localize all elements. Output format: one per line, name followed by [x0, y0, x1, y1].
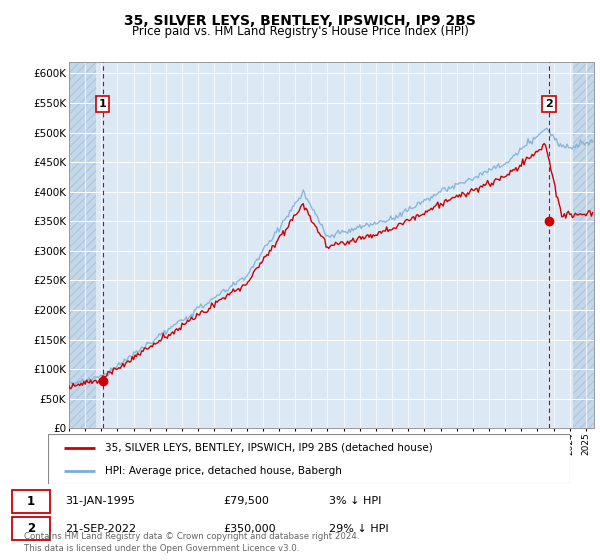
Text: 35, SILVER LEYS, BENTLEY, IPSWICH, IP9 2BS: 35, SILVER LEYS, BENTLEY, IPSWICH, IP9 2…	[124, 14, 476, 28]
Text: 21-SEP-2022: 21-SEP-2022	[65, 524, 136, 534]
Text: 2: 2	[26, 522, 35, 535]
Text: £79,500: £79,500	[224, 496, 269, 506]
Text: 29% ↓ HPI: 29% ↓ HPI	[329, 524, 389, 534]
Text: HPI: Average price, detached house, Babergh: HPI: Average price, detached house, Babe…	[106, 466, 342, 476]
Text: Price paid vs. HM Land Registry's House Price Index (HPI): Price paid vs. HM Land Registry's House …	[131, 25, 469, 38]
FancyBboxPatch shape	[12, 517, 50, 540]
Text: 35, SILVER LEYS, BENTLEY, IPSWICH, IP9 2BS (detached house): 35, SILVER LEYS, BENTLEY, IPSWICH, IP9 2…	[106, 442, 433, 452]
FancyBboxPatch shape	[12, 490, 50, 513]
Text: 1: 1	[99, 99, 106, 109]
Polygon shape	[573, 62, 594, 428]
Text: 31-JAN-1995: 31-JAN-1995	[65, 496, 134, 506]
Text: 2: 2	[545, 99, 553, 109]
FancyBboxPatch shape	[48, 434, 570, 484]
Text: 3% ↓ HPI: 3% ↓ HPI	[329, 496, 382, 506]
Text: Contains HM Land Registry data © Crown copyright and database right 2024.
This d: Contains HM Land Registry data © Crown c…	[24, 532, 359, 553]
Text: £350,000: £350,000	[224, 524, 276, 534]
Polygon shape	[69, 62, 97, 428]
Text: 1: 1	[26, 495, 35, 508]
